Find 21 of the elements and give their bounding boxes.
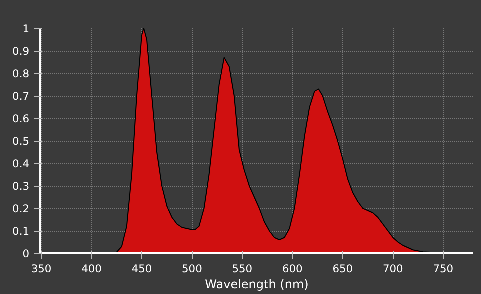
y-tick-label: 0.4 [12,158,30,170]
y-tick-label: 0.1 [12,225,30,238]
x-tick-label: 600 [282,262,304,276]
x-tick-label: 700 [382,262,404,276]
y-tick-label: 0.9 [12,45,30,58]
x-tick-label: 450 [132,262,152,276]
x-axis-title: Wavelength (nm) [205,278,309,292]
y-tick-label: 0.5 [12,135,30,148]
y-tick-label: 0.7 [12,90,30,103]
y-tick-label: 0 [22,248,30,260]
x-tick-label: 750 [433,262,454,276]
x-tick-label: 350 [31,262,52,276]
y-tick-label: 0.8 [12,68,30,80]
x-tick-label: 400 [82,262,102,276]
y-tick-label: 0.6 [12,112,30,126]
x-tick-label: 550 [232,262,253,276]
y-tick-label: 0.3 [12,180,30,193]
y-tick-label: 0.2 [12,202,30,216]
x-tick-label: 500 [182,262,203,276]
y-tick-label: 1 [22,22,30,36]
x-tick-label: 650 [332,262,354,276]
